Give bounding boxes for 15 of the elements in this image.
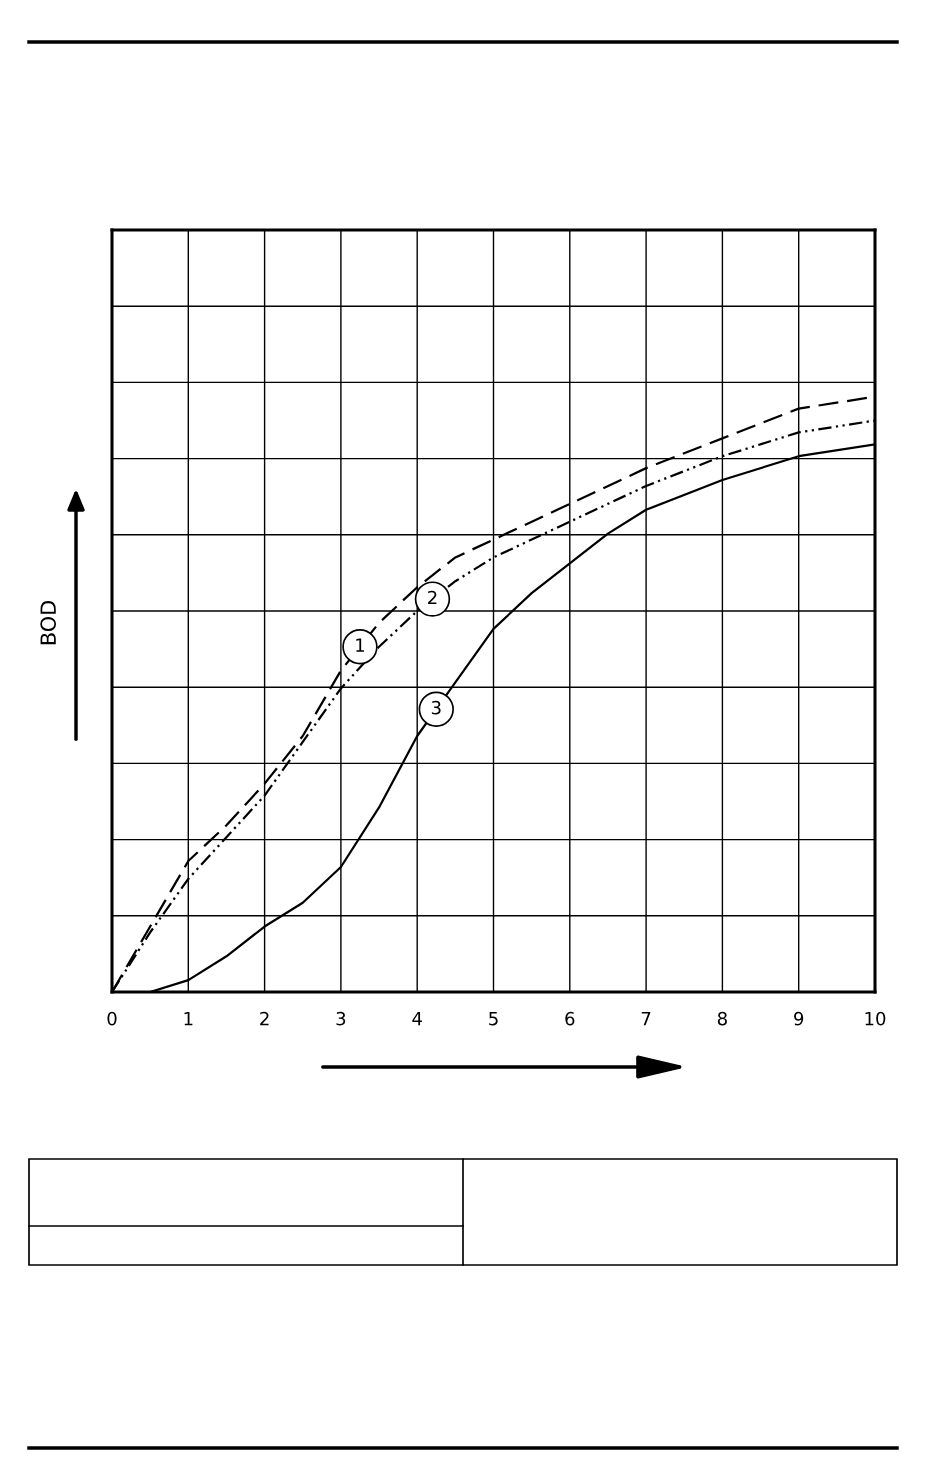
x-tick-label: 9	[794, 1011, 804, 1026]
x-tick-label: 10	[865, 1011, 886, 1026]
x-tick-label: 3	[336, 1011, 346, 1026]
x-tick-label: 7	[641, 1012, 651, 1026]
x-tick-label: 8	[717, 1011, 727, 1026]
series-label: 3	[431, 700, 441, 715]
x-tick-label: 0	[107, 1011, 117, 1026]
series-label: 2	[428, 590, 437, 605]
series-label: 1	[356, 638, 365, 652]
x-tick-label: 1	[184, 1012, 193, 1026]
x-tick-label: 4	[412, 1012, 422, 1026]
x-tick-label: 5	[489, 1012, 498, 1026]
y-axis-title: BOD	[40, 601, 57, 645]
x-tick-label: 6	[565, 1011, 575, 1026]
x-tick-label: 2	[260, 1011, 269, 1026]
